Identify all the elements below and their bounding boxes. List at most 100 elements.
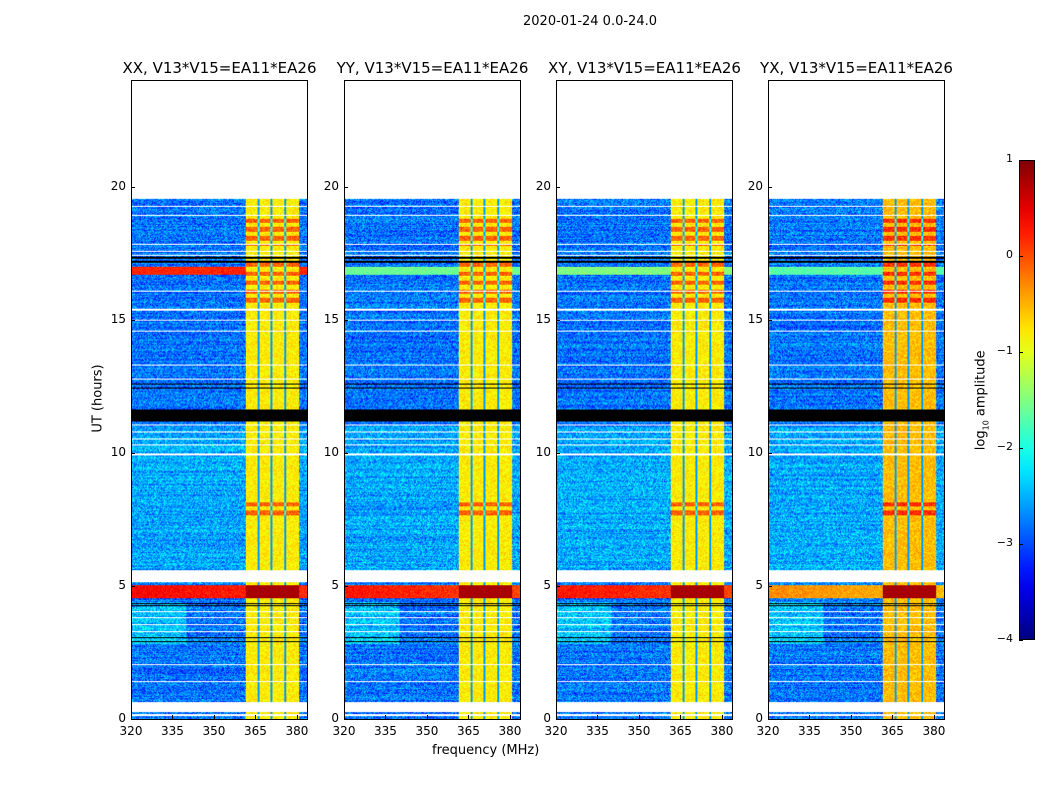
spectrogram-heatmap [132, 81, 307, 719]
colorbar [1019, 160, 1035, 640]
y-tick-label: 10 [323, 444, 339, 459]
colorbar-tick-mark [1019, 640, 1023, 641]
x-tick-mark [172, 715, 174, 719]
y-tick-mark [556, 452, 560, 454]
x-tick-mark [638, 715, 640, 719]
y-tick-label: 10 [110, 444, 126, 459]
x-tick-mark [892, 715, 894, 719]
colorbar-tick-mark [1019, 256, 1023, 257]
x-tick-label: 335 [374, 724, 397, 738]
y-tick-mark [768, 585, 772, 587]
spectrogram-panel [131, 80, 308, 720]
colorbar-tick-mark [1019, 544, 1023, 545]
x-axis-label: frequency (MHz) [432, 743, 540, 758]
y-tick-mark [344, 452, 348, 454]
x-tick-label: 320 [544, 724, 568, 738]
x-tick-mark [850, 715, 852, 719]
y-tick-mark [131, 319, 135, 321]
y-tick-mark [556, 186, 560, 188]
x-tick-mark [597, 715, 599, 719]
colorbar-label-base: 10 [981, 420, 991, 431]
y-tick-mark [344, 319, 348, 321]
x-tick-label: 365 [244, 724, 267, 738]
y-tick-mark [768, 186, 772, 188]
colorbar-label-log: log [973, 430, 989, 451]
y-tick-label: 20 [535, 178, 551, 193]
x-tick-mark [680, 715, 682, 719]
x-tick-mark [131, 715, 132, 719]
panel-title: YX, V13*V15=EA11*EA26 [760, 59, 953, 77]
colorbar-tick-label: 1 [1006, 152, 1013, 165]
x-tick-mark [255, 715, 257, 719]
x-tick-mark [721, 715, 723, 719]
y-tick-label: 10 [535, 444, 551, 459]
y-tick-mark [556, 719, 560, 720]
y-tick-mark [768, 452, 772, 454]
y-tick-label: 5 [543, 577, 551, 592]
y-tick-mark [131, 585, 135, 587]
y-tick-label: 15 [747, 311, 763, 326]
x-tick-mark [509, 715, 511, 719]
spectrogram-heatmap [769, 81, 944, 719]
y-tick-mark [131, 719, 135, 720]
colorbar-tick-mark [1019, 352, 1023, 353]
x-tick-label: 365 [457, 724, 480, 738]
x-tick-mark [768, 715, 769, 719]
y-tick-label: 0 [331, 711, 339, 725]
y-tick-label: 20 [110, 178, 126, 193]
x-tick-label: 350 [202, 724, 226, 738]
x-tick-label: 380 [922, 724, 946, 738]
x-tick-mark [556, 715, 557, 719]
colorbar-tick-label: −3 [996, 536, 1013, 549]
colorbar-tick-mark [1019, 160, 1023, 161]
colorbar-tick-label: −4 [996, 632, 1013, 645]
x-tick-label: 380 [710, 724, 734, 738]
x-tick-mark [344, 715, 345, 719]
spectrogram-panel [556, 80, 733, 720]
x-tick-label: 350 [627, 724, 651, 738]
x-tick-label: 380 [498, 724, 522, 738]
y-tick-label: 0 [543, 711, 551, 725]
panel-title: XX, V13*V15=EA11*EA26 [122, 59, 317, 77]
x-tick-label: 350 [839, 724, 863, 738]
colorbar-tick-label: 0 [1006, 248, 1013, 261]
y-tick-mark [556, 585, 560, 587]
x-tick-mark [468, 715, 470, 719]
x-tick-mark [385, 715, 387, 719]
y-tick-label: 15 [323, 311, 339, 326]
panel-title: YY, V13*V15=EA11*EA26 [336, 59, 529, 77]
x-tick-mark [213, 715, 215, 719]
y-tick-label: 15 [535, 311, 551, 326]
x-tick-label: 335 [586, 724, 609, 738]
y-tick-label: 5 [755, 577, 763, 592]
x-tick-label: 365 [669, 724, 692, 738]
y-tick-mark [131, 452, 135, 454]
figure-title: 2020-01-24 0.0-24.0 [523, 14, 657, 29]
colorbar-tick-label: −1 [996, 344, 1013, 357]
spectrogram-heatmap [345, 81, 520, 719]
colorbar-label-rest: amplitude [973, 350, 989, 421]
colorbar-tick-label: −2 [996, 440, 1013, 453]
y-tick-mark [344, 186, 348, 188]
x-tick-label: 320 [119, 724, 143, 738]
y-tick-mark [344, 585, 348, 587]
x-tick-mark [296, 715, 298, 719]
y-tick-label: 5 [118, 577, 126, 592]
y-tick-label: 15 [110, 311, 126, 326]
x-tick-mark [426, 715, 428, 719]
y-tick-label: 0 [118, 711, 126, 725]
y-tick-mark [131, 186, 135, 188]
y-tick-mark [768, 719, 772, 720]
y-tick-label: 10 [747, 444, 763, 459]
y-tick-mark [768, 319, 772, 321]
y-tick-label: 20 [323, 178, 339, 193]
y-tick-mark [344, 719, 348, 720]
spectrogram-heatmap [557, 81, 732, 719]
x-tick-label: 365 [881, 724, 904, 738]
colorbar-tick-mark [1019, 448, 1023, 449]
spectrogram-panel [768, 80, 945, 720]
x-tick-label: 380 [285, 724, 309, 738]
x-tick-label: 320 [756, 724, 780, 738]
x-tick-mark [809, 715, 811, 719]
y-tick-label: 20 [747, 178, 763, 193]
